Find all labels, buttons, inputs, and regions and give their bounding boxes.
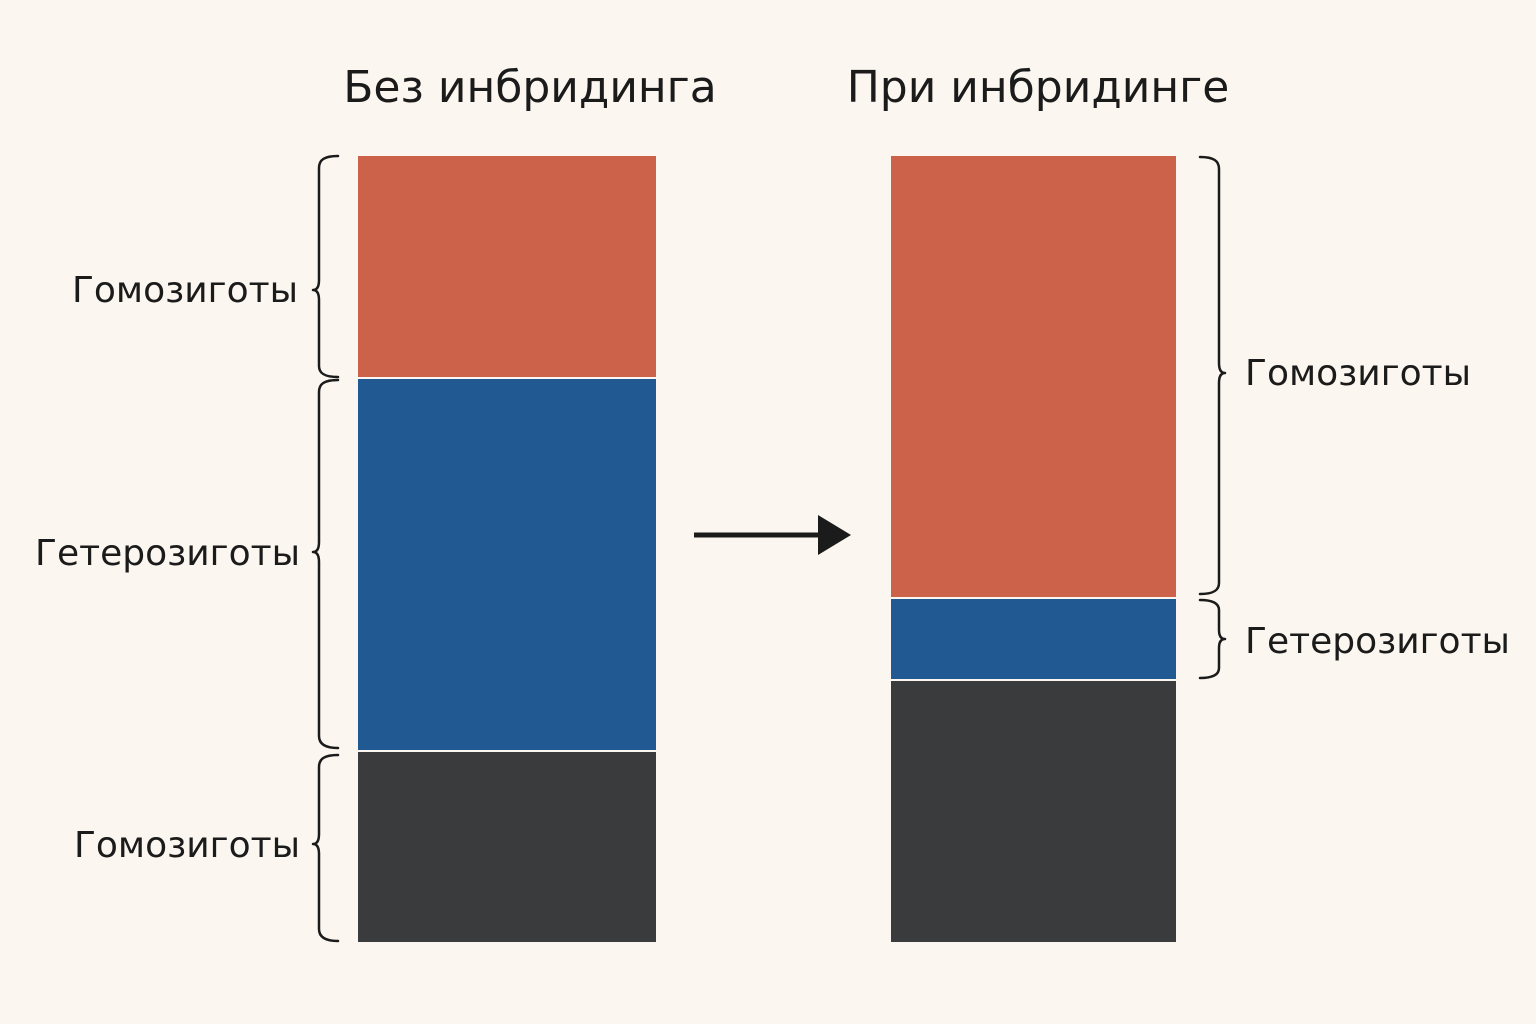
right-brace-heterozygotes	[1198, 598, 1227, 680]
left-genotype-bar	[358, 156, 656, 942]
left-brace-homozygotes-bottom	[311, 753, 340, 943]
left-panel-title: Без инбридинга	[343, 62, 717, 113]
left-label-heterozygotes: Гетерозиготы	[35, 533, 300, 574]
left-bar-heterozygotes	[358, 378, 656, 752]
left-label-homozygotes-bottom: Гомозиготы	[74, 825, 300, 866]
right-bar-homozygotes-bottom	[891, 680, 1176, 942]
right-panel-title: При инбридинге	[847, 62, 1230, 113]
right-genotype-bar	[891, 156, 1176, 942]
arrow-right-icon	[694, 515, 851, 555]
right-bar-heterozygotes	[891, 598, 1176, 680]
left-label-homozygotes-top: Гомозиготы	[72, 270, 298, 311]
left-brace-heterozygotes	[311, 378, 340, 750]
left-brace-homozygotes-top	[311, 154, 340, 379]
right-label-homozygotes: Гомозиготы	[1245, 353, 1471, 394]
left-bar-homozygotes-top	[358, 156, 656, 378]
right-brace-homozygotes	[1198, 155, 1227, 596]
right-bar-homozygotes-top	[891, 156, 1176, 598]
right-label-heterozygotes: Гетерозиготы	[1245, 621, 1510, 662]
left-bar-homozygotes-bottom	[358, 752, 656, 942]
